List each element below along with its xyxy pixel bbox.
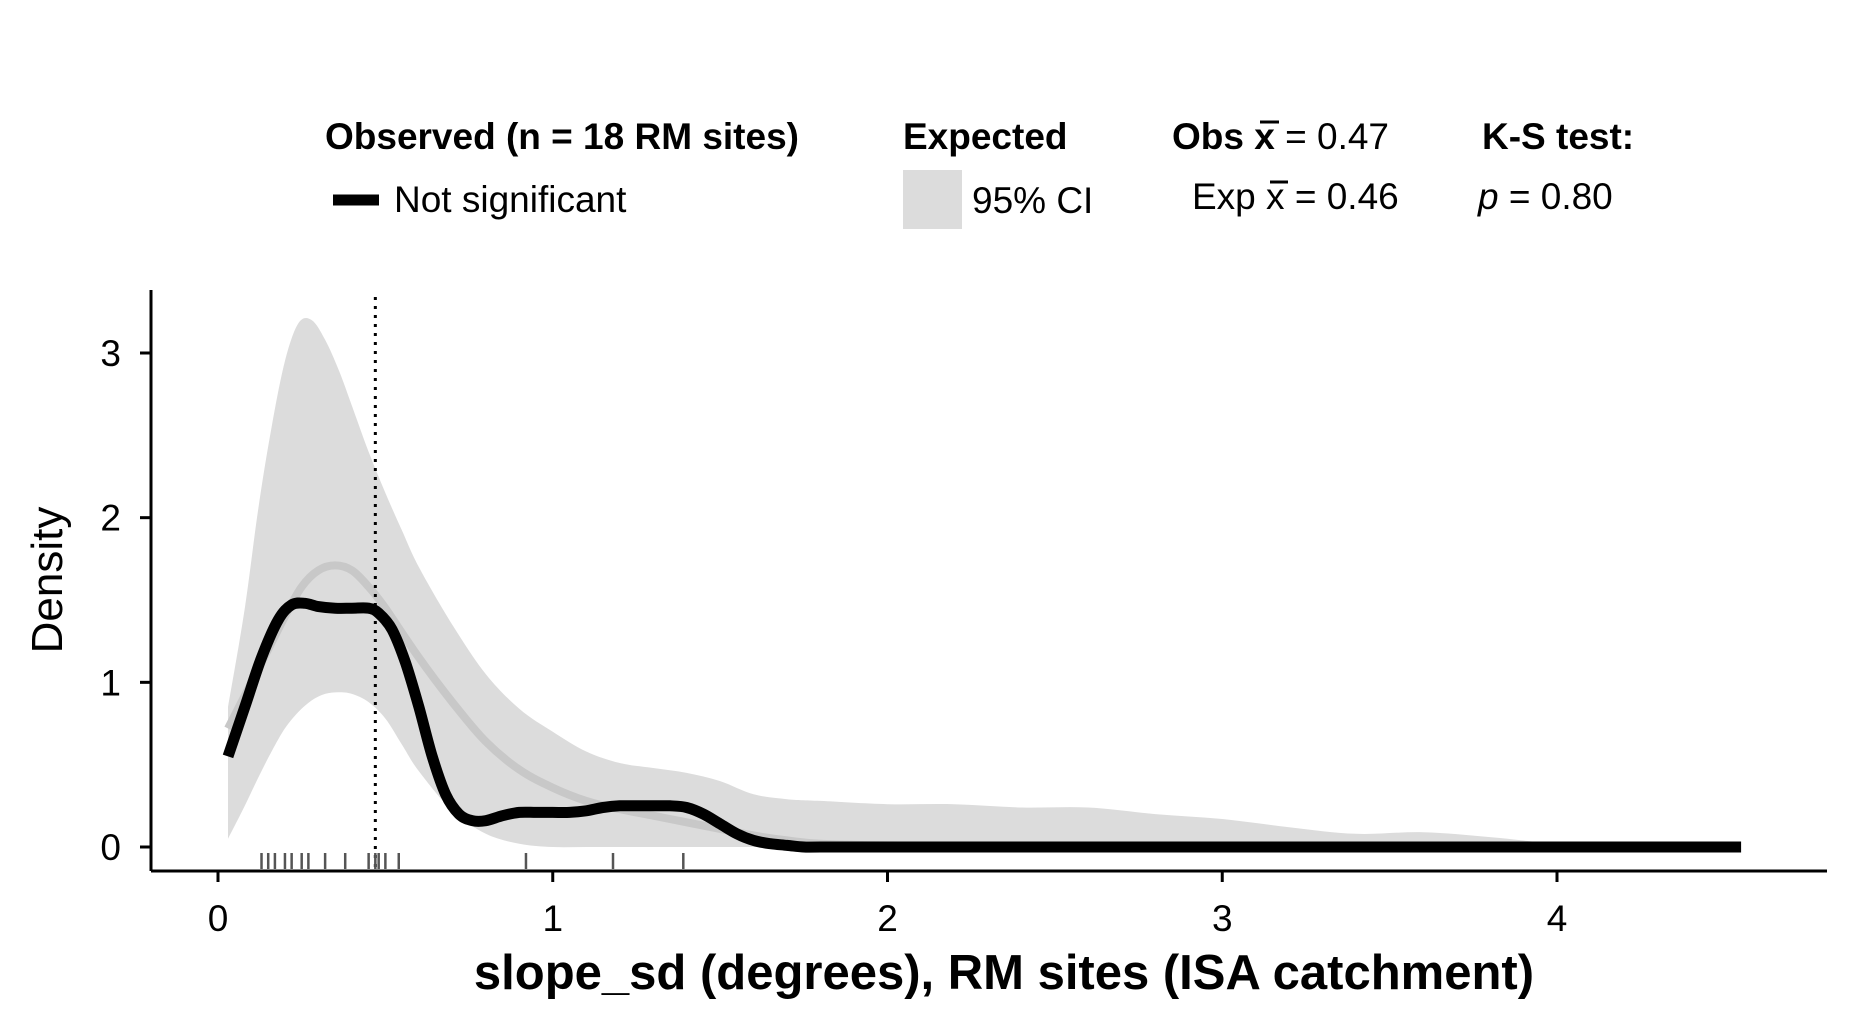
- x-axis-title: slope_sd (degrees), RM sites (ISA catchm…: [474, 946, 1534, 1000]
- y-tick-label: 0: [100, 827, 121, 868]
- x-tick-label: 2: [877, 898, 898, 939]
- x-tick-label: 1: [542, 898, 563, 939]
- ks-p-symbol: p: [1477, 176, 1499, 217]
- obs-mean-value: = 0.47: [1275, 116, 1389, 157]
- x-ticks: 0 1 2 3 4: [208, 871, 1568, 939]
- ks-test-value: p = 0.80: [1477, 176, 1613, 217]
- y-ticks: 0 1 2 3: [100, 333, 151, 868]
- legend-observed-label: Not significant: [394, 179, 627, 220]
- ks-p-value: = 0.80: [1499, 176, 1613, 217]
- legend-ci-label: 95% CI: [972, 180, 1093, 221]
- y-axis-title: Density: [23, 507, 72, 654]
- legend-observed-title: Observed (n = 18 RM sites): [325, 116, 799, 157]
- legend: Observed (n = 18 RM sites) Not significa…: [325, 116, 1634, 229]
- legend-ci-swatch: [903, 170, 962, 229]
- observed-line-layer: [222, 597, 1742, 853]
- obs-mean-prefix: Obs: [1172, 116, 1254, 157]
- y-tick-label: 2: [100, 498, 121, 539]
- rug-layer: [260, 853, 685, 869]
- exp-mean-value: = 0.46: [1285, 176, 1399, 217]
- y-tick-label: 3: [100, 333, 121, 374]
- legend-expected-title: Expected: [903, 116, 1068, 157]
- axes: [149, 290, 1827, 873]
- ks-test-title: K-S test:: [1482, 116, 1634, 157]
- x-tick-label: 0: [208, 898, 229, 939]
- x-tick-label: 3: [1212, 898, 1233, 939]
- y-tick-label: 1: [100, 662, 121, 703]
- observed-density-line: [222, 597, 1742, 853]
- obs-mean-symbol: x: [1254, 116, 1275, 157]
- obs-mean-text: Obs x = 0.47: [1172, 116, 1389, 157]
- x-tick-label: 4: [1547, 898, 1568, 939]
- exp-mean-prefix: Exp: [1192, 176, 1266, 217]
- exp-mean-text: Exp x = 0.46: [1192, 176, 1399, 217]
- exp-mean-symbol: x: [1266, 176, 1285, 217]
